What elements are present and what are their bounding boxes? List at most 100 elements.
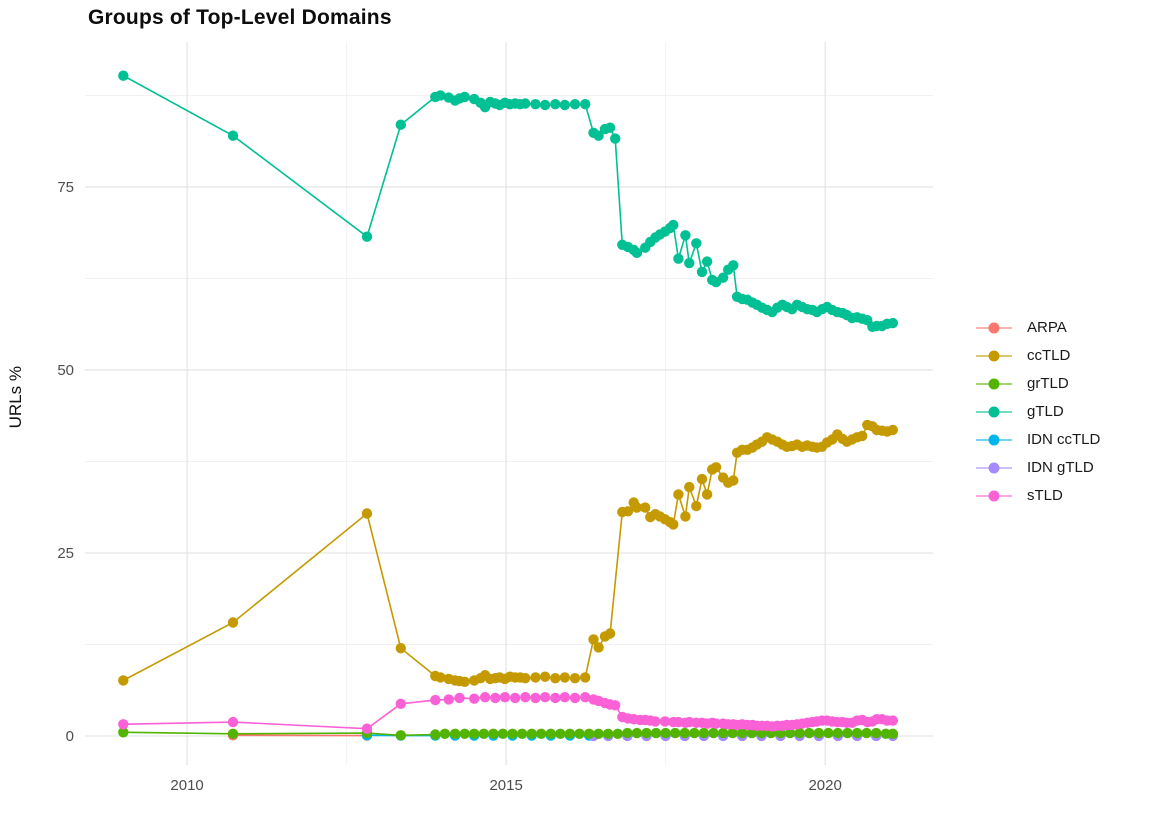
data-point-gtld [680,230,691,241]
legend-item-cctld: ccTLD [975,346,1100,365]
x-tick-label: 2020 [808,777,841,794]
data-point-gtld [604,122,616,133]
data-point-grtld [717,727,729,739]
data-point-gtld [539,99,551,111]
data-point-grtld [861,727,872,739]
data-point-cctld [887,424,898,436]
data-point-stld [580,692,591,703]
data-point-stld [520,692,531,703]
data-point-grtld [603,728,614,739]
data-point-gtld [361,231,373,242]
y-axis-label: URLs % [6,366,25,429]
data-point-grtld [555,728,566,739]
legend-label-arpa: ARPA [1027,319,1067,336]
legend-key-cctld [976,350,1012,361]
data-point-stld [530,692,541,704]
data-point-gtld [593,130,604,141]
data-point-cctld [569,673,581,684]
legend-item-stld: sTLD [975,486,1100,505]
data-point-cctld [696,473,708,485]
x-tick-label: 2015 [489,777,522,794]
data-point-cctld [640,502,651,513]
data-point-cctld [118,675,129,686]
data-point-stld [430,694,441,706]
data-point-cctld [857,430,868,442]
data-point-stld [499,692,511,703]
data-point-grtld [395,730,406,741]
y-tick-label: 50 [57,362,74,379]
data-point-grtld [497,728,509,739]
x-tick-label: 2010 [170,777,203,794]
data-point-grtld [459,728,470,739]
series-gtld [118,70,898,332]
data-point-grtld [804,727,815,739]
data-point-grtld [564,728,576,739]
data-point-stld [479,692,491,703]
data-point-grtld [737,727,748,739]
legend-key-stld [976,490,1012,501]
data-point-grtld [478,728,489,739]
data-point-gtld [887,317,898,329]
data-point-stld [569,692,581,704]
data-point-cctld [604,628,616,639]
legend-item-gtld: gTLD [975,402,1100,421]
data-point-gtld [691,238,702,249]
data-point-grtld [439,728,451,739]
data-point-cctld [588,634,599,645]
data-point-grtld [823,727,834,739]
data-point-cctld [227,617,239,628]
data-point-gtld [118,70,129,81]
data-point-grtld [784,727,796,739]
legend-label-idn-cctld: IDN ccTLD [1027,431,1101,448]
data-point-stld [490,692,501,704]
data-point-gtld [696,266,708,278]
data-point-grtld [670,727,681,739]
legend-key-idn-cctld [976,434,1012,445]
data-point-grtld [516,728,528,739]
legend-item-grtld: grTLD [975,374,1100,393]
data-point-stld [509,692,521,704]
data-point-grtld [650,727,662,739]
data-point-stld [550,692,561,704]
data-point-stld [650,716,661,727]
data-point-cctld [395,643,406,654]
data-point-grtld [698,727,710,739]
data-point-grtld [536,728,547,739]
data-point-grtld [631,727,643,739]
data-point-gtld [728,260,739,271]
data-point-cctld [539,671,551,682]
legend-item-idn-cctld: IDN ccTLD [975,430,1100,449]
legend-label-stld: sTLD [1027,487,1063,504]
legend-label-cctld: ccTLD [1027,347,1071,364]
legend-key-idn-gtld [976,462,1012,473]
legend-label-gtld: gTLD [1027,403,1064,420]
data-point-stld [659,716,671,727]
data-point-grtld [612,728,623,739]
data-point-grtld [660,727,671,739]
data-point-grtld [746,727,757,739]
data-point-cctld [710,462,722,473]
legend-label-idn-gtld: IDN gTLD [1027,459,1094,476]
data-point-grtld [708,727,719,739]
data-point-cctld [701,489,713,500]
legend-key-grtld [976,378,1012,389]
data-point-stld [454,692,465,704]
data-point-stld [118,719,129,730]
data-point-grtld [488,728,499,739]
data-point-grtld [832,727,844,739]
y-tick-label: 25 [57,545,74,562]
data-point-cctld [593,642,604,653]
data-point-gtld [668,219,679,231]
data-point-gtld [580,99,591,110]
series-cctld [118,419,898,687]
data-point-grtld [118,727,129,738]
data-point-cctld [361,508,373,519]
data-point-cctld [580,672,591,683]
data-point-grtld [794,727,805,739]
data-point-cctld [622,506,634,517]
data-point-grtld [545,728,556,739]
data-point-gtld [673,253,684,264]
data-point-gtld [569,99,581,110]
data-point-grtld [813,727,824,739]
data-point-gtld [631,247,643,258]
